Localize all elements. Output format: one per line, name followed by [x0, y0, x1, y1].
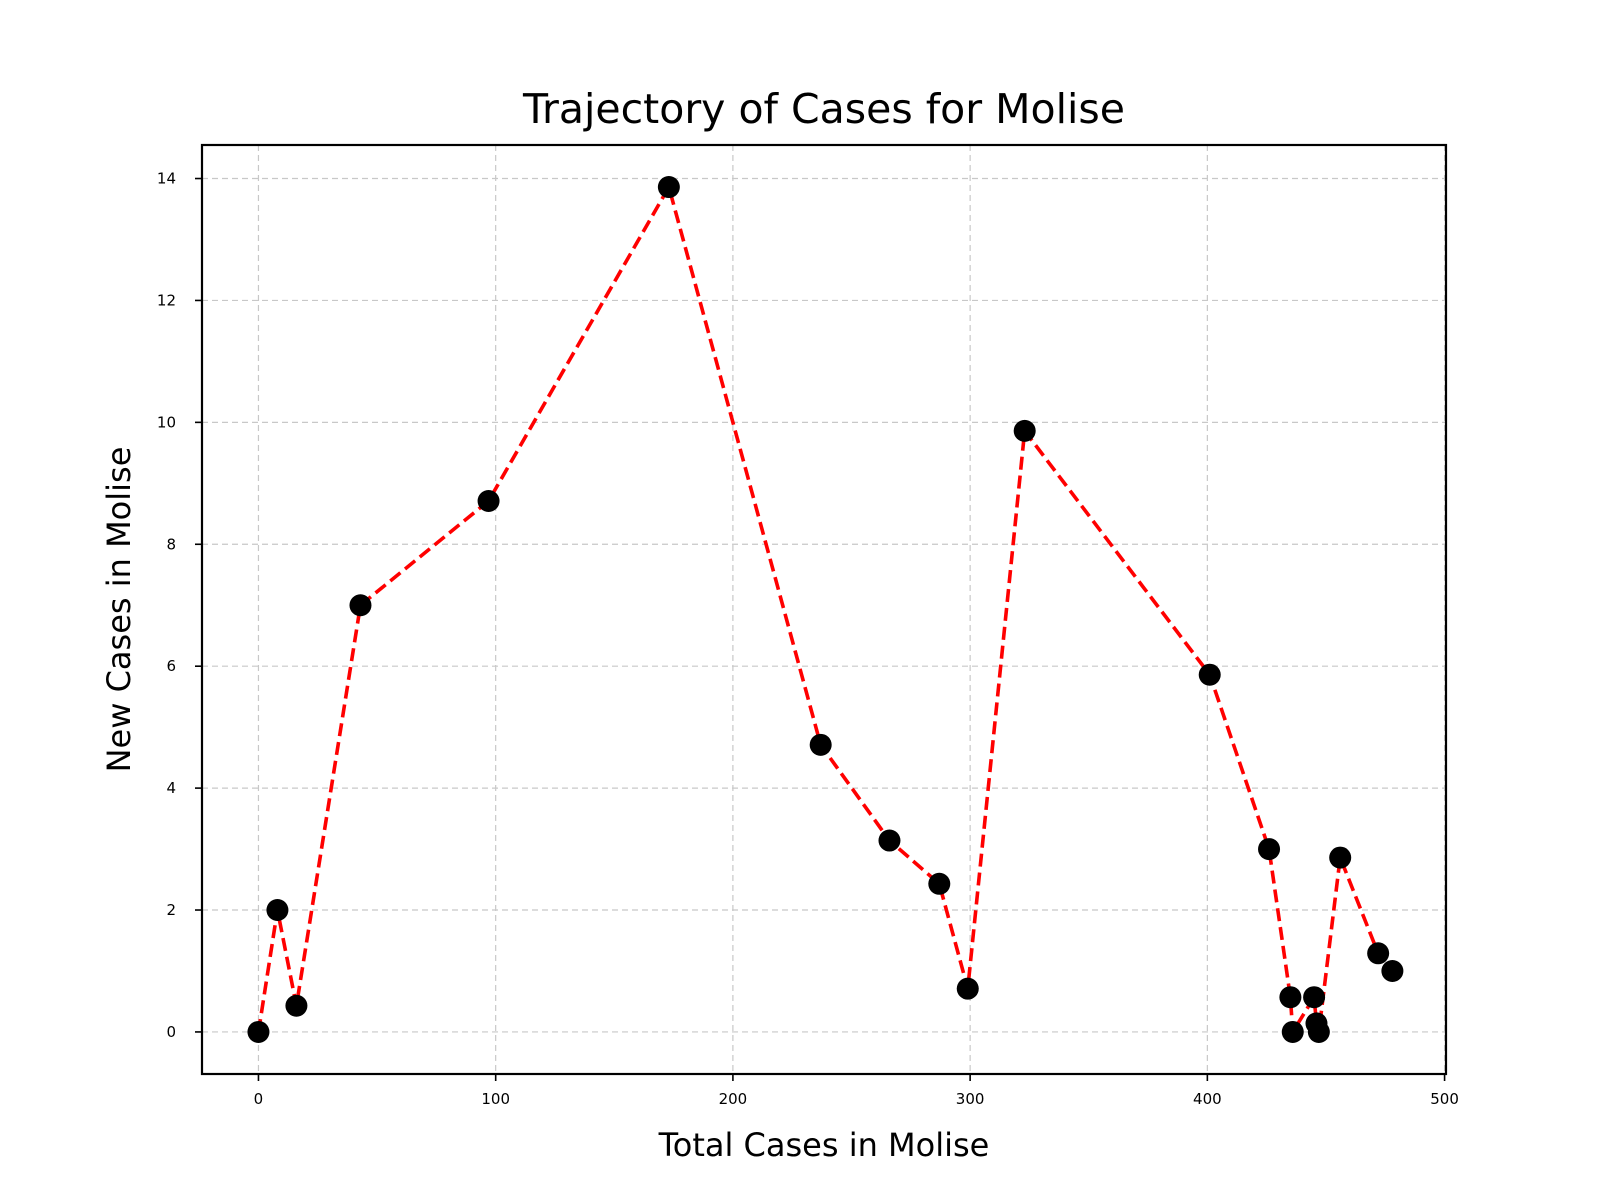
- x-tick-label: 400: [1193, 1090, 1222, 1108]
- data-point: [247, 1020, 270, 1043]
- data-point: [1198, 663, 1221, 686]
- y-tick-label: 8: [166, 535, 176, 553]
- x-tick-label: 100: [481, 1090, 510, 1108]
- grid: [202, 145, 1446, 1074]
- data-point: [1013, 419, 1036, 442]
- data-point: [657, 176, 680, 199]
- data-point: [878, 829, 901, 852]
- y-tick-label: 6: [166, 657, 176, 675]
- y-tick-label: 10: [157, 413, 176, 431]
- data-point: [266, 899, 289, 922]
- y-tick-label: 0: [166, 1023, 176, 1041]
- x-axis-label: Total Cases in Molise: [658, 1126, 990, 1164]
- data-point: [956, 977, 979, 1000]
- data-point: [1281, 1020, 1304, 1043]
- x-tick-label: 200: [719, 1090, 748, 1108]
- x-tick-label: 0: [254, 1090, 264, 1108]
- data-point: [1329, 846, 1352, 869]
- ticks: 0 100 200 300 400 500 0 2 4 6 8 10 12 14: [157, 170, 1459, 1108]
- x-tick-label: 300: [956, 1090, 985, 1108]
- data-point: [1367, 942, 1390, 965]
- x-tick-label: 500: [1430, 1090, 1459, 1108]
- y-tick-label: 14: [157, 170, 176, 188]
- data-point: [1381, 959, 1404, 982]
- plot-frame: [200, 143, 1448, 1076]
- data-point: [477, 489, 500, 512]
- y-tick-label: 4: [166, 779, 176, 797]
- data-point: [928, 872, 951, 895]
- data-point: [1279, 986, 1302, 1009]
- data-point: [1303, 986, 1326, 1009]
- data-point: [1258, 838, 1281, 861]
- data-point: [809, 733, 832, 756]
- data-point: [285, 994, 308, 1017]
- chart-title: Trajectory of Cases for Molise: [522, 85, 1125, 133]
- y-tick-label: 12: [157, 291, 176, 309]
- y-tick-label: 2: [166, 901, 176, 919]
- data-point: [349, 594, 372, 617]
- y-axis-label: New Cases in Molise: [100, 447, 138, 773]
- series-layer: [247, 176, 1404, 1043]
- data-point: [1307, 1020, 1330, 1043]
